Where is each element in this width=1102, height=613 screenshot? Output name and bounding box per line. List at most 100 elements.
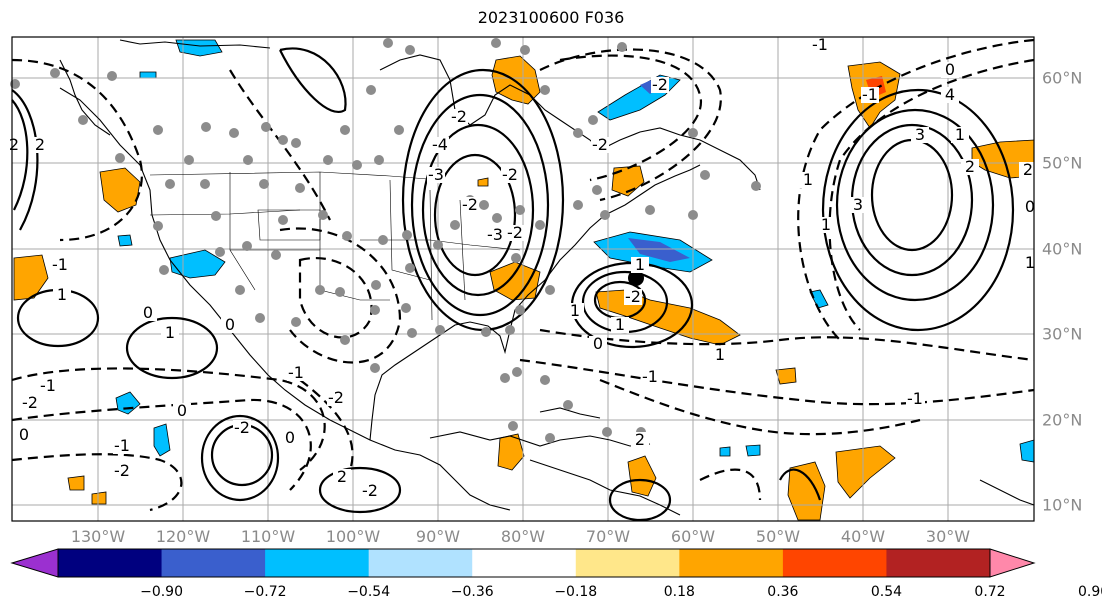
- longitude-label: 110°W: [240, 527, 296, 546]
- colorbar-tick-label: −0.90: [140, 584, 183, 600]
- contour-label-bg: [113, 463, 131, 479]
- longitude-label: 100°W: [325, 527, 381, 546]
- contour-label: 0: [285, 428, 295, 447]
- longitude-label: 30°W: [925, 527, 971, 546]
- longitude-label: 130°W: [70, 527, 126, 546]
- contour-label-bg: [327, 390, 345, 406]
- contour-label-bg: [161, 325, 179, 341]
- contour-label-bg: [233, 420, 251, 436]
- colorbar-tick-label: 0.90: [1077, 584, 1102, 600]
- colorbar-tick-label: 0.54: [870, 584, 903, 600]
- contour-label: -2: [328, 388, 344, 407]
- contour-label-bg: [333, 469, 351, 485]
- contour-label: 0: [945, 60, 955, 79]
- contour-label: 1: [57, 285, 67, 304]
- contour-label: 4: [945, 85, 955, 104]
- map-title: 2023100600 F036: [477, 8, 625, 27]
- contour-label-bg: [221, 317, 239, 333]
- latitude-label: 10°N: [1042, 495, 1083, 515]
- contour-label-bg: [1019, 162, 1037, 178]
- colorbar-bin: [472, 549, 577, 577]
- contour-label: 0: [177, 401, 187, 420]
- contour-label-bg: [53, 287, 71, 303]
- contour-label: -1: [114, 436, 130, 455]
- longitude-label: 120°W: [155, 527, 211, 546]
- contour-label: -1: [40, 376, 56, 395]
- contour-label-bg: [427, 167, 445, 183]
- contour-label: -2: [625, 287, 641, 306]
- contour-label-bg: [849, 197, 867, 213]
- colorbar-tick-label: −0.54: [347, 584, 391, 600]
- contour-label-bg: [31, 137, 49, 153]
- contour-label: -2: [362, 481, 378, 500]
- longitude-label: 60°W: [670, 527, 716, 546]
- contour-label: -1: [907, 389, 923, 408]
- latitude-label: 30°N: [1042, 324, 1083, 344]
- contour-label-bg: [651, 77, 669, 93]
- contour-label: -2: [451, 107, 467, 126]
- colorbar-bin: [161, 549, 266, 577]
- colorbar-bin: [782, 549, 887, 577]
- colorbar-tick-label: −0.72: [243, 584, 287, 600]
- latitude-label: 40°N: [1042, 239, 1083, 259]
- contour-label: 0: [19, 425, 29, 444]
- contour-label-bg: [961, 159, 979, 175]
- colorbar-tick-label: 0.36: [767, 584, 799, 600]
- latitude-label: 60°N: [1042, 68, 1083, 88]
- contour-label-bg: [624, 289, 642, 305]
- contour-label: 1: [955, 125, 965, 144]
- contour-label-bg: [51, 257, 69, 273]
- latitude-label: 20°N: [1042, 410, 1083, 430]
- contour-label-bg: [450, 109, 468, 125]
- contour-label: -1: [642, 367, 658, 386]
- contour-label: 2: [337, 467, 347, 486]
- contour-label: 3: [853, 195, 863, 214]
- contour-label: 1: [615, 315, 625, 334]
- contour-label: -2: [592, 135, 608, 154]
- contour-label: -2: [502, 165, 518, 184]
- contour-label-bg: [861, 87, 879, 103]
- contour-label-bg: [589, 336, 607, 352]
- contour-label: 1: [821, 215, 831, 234]
- contour-label-bg: [641, 369, 659, 385]
- contour-label-bg: [113, 438, 131, 454]
- contour-label: -2: [652, 75, 668, 94]
- contour-labels: -2-1-100-1-2010-1-2-20-21201-1-121-211-2…: [5, 35, 1039, 500]
- contour-label: 1: [803, 170, 813, 189]
- longitude-label: 40°W: [840, 527, 886, 546]
- colorbar-tick-label: −0.36: [450, 584, 494, 600]
- contour-label: 1: [715, 345, 725, 364]
- contour-label-bg: [631, 432, 649, 448]
- colorbar-bin: [265, 549, 370, 577]
- contour-label: 2: [9, 135, 19, 154]
- contour-label-bg: [15, 427, 33, 443]
- contour-label-bg: [817, 217, 835, 233]
- contour-label-bg: [591, 137, 609, 153]
- contour-label: -2: [22, 393, 38, 412]
- longitude-label: 50°W: [755, 527, 801, 546]
- contour-label-bg: [566, 303, 584, 319]
- colorbar-tick-label: 0.72: [974, 584, 1006, 600]
- contour-label: 2: [35, 135, 45, 154]
- contour-label-bg: [39, 378, 57, 394]
- contour-label-bg: [906, 391, 924, 407]
- contour-label: 0: [225, 315, 235, 334]
- contour-label-bg: [287, 365, 305, 381]
- contour-label: -1: [52, 255, 68, 274]
- contour-label: -1: [812, 35, 828, 54]
- contour-label-bg: [631, 257, 649, 273]
- colorbar-bin: [58, 549, 163, 577]
- contour-label: 2: [965, 157, 975, 176]
- colorbar-bin: [368, 549, 473, 577]
- contour-label-bg: [281, 430, 299, 446]
- colorbar-max-arrow: [989, 548, 1036, 578]
- contour-label: -1: [288, 363, 304, 382]
- latitude-label: 50°N: [1042, 153, 1083, 173]
- contour-label-bg: [941, 87, 959, 103]
- contour-label: 1: [635, 255, 645, 274]
- contour-label-bg: [941, 62, 959, 78]
- contour-label: -2: [114, 461, 130, 480]
- contour-label-bg: [21, 395, 39, 411]
- contour-label-bg: [139, 305, 157, 321]
